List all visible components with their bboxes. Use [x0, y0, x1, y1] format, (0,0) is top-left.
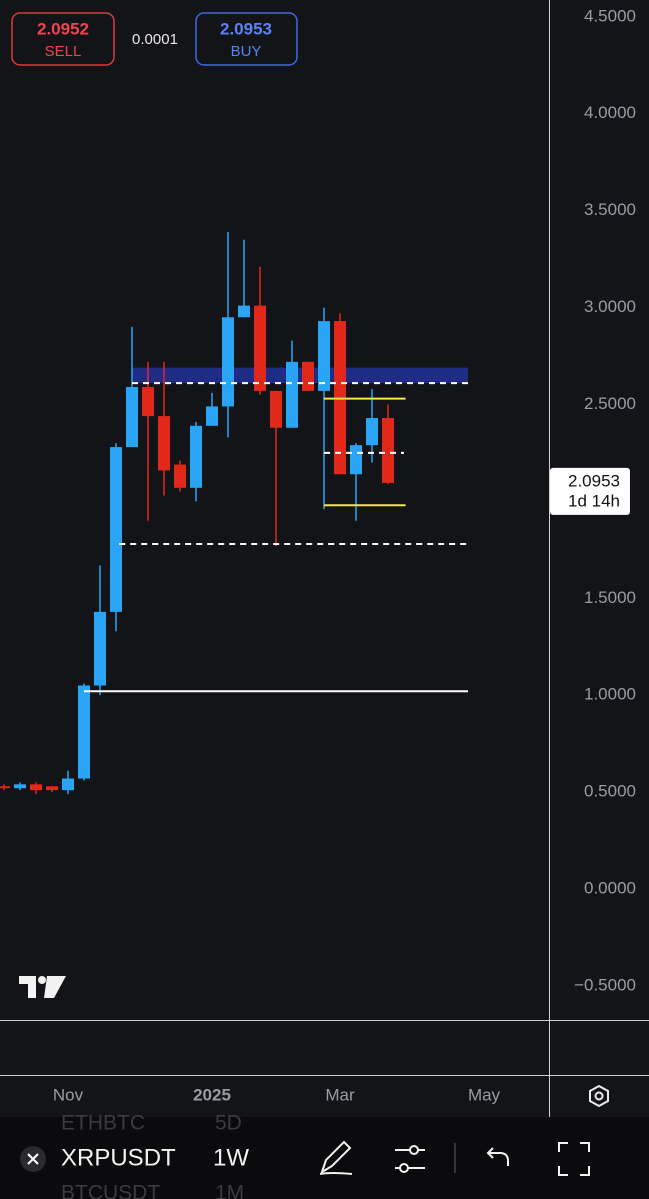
y-tick-label: 1.5000	[584, 588, 636, 607]
settings-button[interactable]	[589, 1084, 609, 1108]
watchlist-symbol: BTCUSDT	[61, 1182, 160, 1199]
x-tick-label: Nov	[53, 1085, 84, 1104]
candle-body	[190, 425, 202, 488]
candle-body	[366, 418, 378, 446]
plot-area: 4.5000 4.0000 3.5000 3.0000 2.5000 1.5000 1.00…	[0, 6, 636, 1104]
watchlist-interval: 5D	[215, 1112, 242, 1135]
watchlist-interval: 1M	[215, 1182, 244, 1199]
sell-price: 2.0952	[37, 19, 89, 38]
candle-body	[142, 387, 154, 417]
candle-body	[126, 387, 138, 448]
countdown: 1d 14h	[568, 491, 620, 510]
candle-body	[382, 418, 394, 483]
close-symbol-button[interactable]	[20, 1146, 46, 1172]
candle-body	[254, 305, 266, 391]
buy-label: BUY	[231, 43, 262, 60]
candle-body	[0, 786, 10, 789]
candle-body	[94, 611, 106, 686]
y-tick-label: 4.5000	[584, 6, 636, 25]
candle-body	[270, 390, 282, 428]
candle-body	[14, 784, 26, 789]
undo-button[interactable]	[486, 1147, 509, 1166]
interval[interactable]: 1W	[213, 1144, 249, 1171]
y-tick-label: 3.5000	[584, 200, 636, 219]
candle-body	[110, 447, 122, 612]
price-label-box	[550, 467, 630, 515]
y-tick-label: 0.0000	[584, 878, 636, 897]
buy-price: 2.0953	[220, 19, 272, 38]
y-tick-label: 0.5000	[584, 782, 636, 801]
x-tick-label: May	[468, 1085, 501, 1104]
draw-tool-button[interactable]	[319, 1140, 353, 1175]
x-tick-label: Mar	[325, 1085, 355, 1104]
candle-body	[62, 778, 74, 791]
indicators-button[interactable]	[395, 1145, 425, 1173]
fullscreen-button[interactable]	[558, 1142, 590, 1176]
candle-body	[350, 445, 362, 475]
y-tick-label: 3.0000	[584, 297, 636, 316]
tradingview-logo	[19, 976, 66, 998]
watchlist-symbol: ETHBTC	[61, 1112, 145, 1135]
toolbar	[0, 1117, 649, 1199]
y-tick-label: −0.5000	[574, 975, 636, 994]
candle-body	[158, 416, 170, 471]
sell-button[interactable]	[11, 12, 115, 66]
x-tick-label: 2025	[193, 1085, 231, 1104]
candle-body	[206, 406, 218, 426]
price-label: 2.0953	[568, 471, 620, 490]
candle-body	[222, 317, 234, 407]
sell-label: SELL	[45, 43, 82, 60]
candle-body	[302, 361, 314, 391]
candle-body	[78, 685, 90, 779]
symbol[interactable]: XRPUSDT	[61, 1144, 176, 1171]
y-tick-label: 2.5000	[584, 394, 636, 413]
candle-body	[30, 784, 42, 791]
candle-body	[46, 786, 58, 791]
y-tick-label: 4.0000	[584, 103, 636, 122]
candle-body	[286, 361, 298, 428]
zone	[132, 367, 468, 384]
y-tick-label: 1.0000	[584, 685, 636, 704]
candle-body	[318, 321, 330, 391]
buy-button[interactable]	[195, 12, 298, 66]
candle-body	[238, 305, 250, 318]
spread: 0.0001	[132, 31, 178, 48]
candle-body	[174, 464, 186, 488]
